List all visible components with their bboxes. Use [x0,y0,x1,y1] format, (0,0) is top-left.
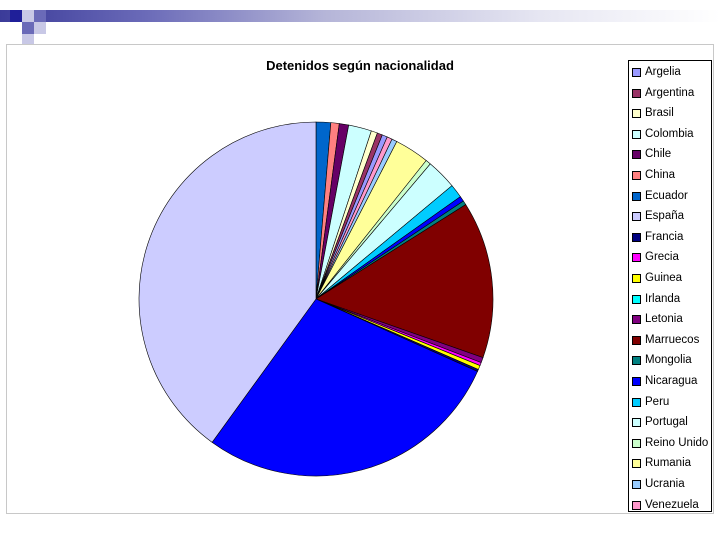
legend-label: Argentina [645,86,695,99]
slide-header-gradient-bar [0,10,720,22]
legend-item-marruecos: Marruecos [632,333,714,349]
legend-swatch [632,500,641,510]
legend-swatch [632,315,641,325]
legend-item-peru: Peru [632,395,714,411]
legend-item-ucrania: Ucrania [632,477,714,493]
pie-slice-españa [138,121,317,443]
legend-item-nicaragua: Nicaragua [632,374,714,390]
legend-label: Colombia [645,127,694,140]
legend-label: Grecia [645,251,679,264]
legend-label: China [645,169,676,181]
legend-item-grecia: Grecia [632,250,714,266]
legend-swatch [632,150,641,160]
legend-label: Portugal [645,416,688,429]
legend-item-irlanda: Irlanda [632,292,714,308]
legend-item-reino-unido: Reino Unido [632,436,714,452]
legend-swatch [632,253,641,263]
legend-item-argentina: Argentina [632,86,714,102]
legend-label: Peru [645,395,670,408]
legend-swatch [632,438,641,448]
legend-item-argelia: Argelia [632,65,714,81]
legend-swatch [632,232,641,242]
chart-title: Detenidos según nacionalidad [266,58,454,73]
slide-deco-square-6 [34,22,46,34]
legend-label: Argelia [645,66,681,78]
slide-deco-square-3 [34,10,46,22]
legend-swatch [632,68,641,77]
legend-swatch [632,274,641,283]
legend-item-china: China [632,168,714,184]
legend-swatch [632,171,641,180]
slide-deco-square-1 [10,10,22,22]
legend-label: Rumania [645,457,692,470]
slide-deco-square-2 [22,10,34,22]
legend-swatch [632,356,641,366]
legend-label: Ecuador [645,189,688,202]
legend-swatch [632,459,641,469]
legend-item-portugal: Portugal [632,415,714,431]
legend-swatch [632,88,641,98]
legend-swatch [632,109,641,119]
legend-item-guinea: Guinea [632,271,714,287]
legend-swatch [632,397,641,407]
legend-item-colombia: Colombia [632,127,714,143]
legend-item-chile: Chile [632,147,714,163]
pie-slice-nicaragua [211,298,478,477]
legend-label: España [645,210,685,223]
slide-deco-square-5 [22,34,34,46]
legend-label: Venezuela [645,498,699,511]
legend-label: Guinea [645,272,683,284]
legend-label: Francia [645,230,684,243]
legend-item-españa: España [632,209,714,225]
pie-slice-marruecos [315,204,494,359]
legend-label: Letonia [645,313,683,326]
chart-legend: Argelia Argentina Brasil Colombia Chile China… [628,60,712,512]
legend-item-francia: Francia [632,230,714,246]
legend-swatch [632,129,641,139]
legend-swatch [632,418,641,428]
legend-label: Chile [645,148,672,161]
legend-swatch [632,212,641,222]
legend-item-ecuador: Ecuador [632,189,714,205]
legend-label: Marruecos [645,333,700,346]
legend-swatch [632,480,641,489]
legend-item-rumania: Rumania [632,456,714,472]
legend-item-letonia: Letonia [632,312,714,328]
legend-swatch [632,335,641,345]
legend-label: Reino Unido [645,436,709,449]
legend-label: Nicaragua [645,375,698,387]
legend-label: Brasil [645,107,674,120]
legend-swatch [632,294,641,304]
legend-item-brasil: Brasil [632,106,714,122]
legend-item-venezuela: Venezuela [632,498,714,514]
legend-label: Ucrania [645,478,685,490]
legend-label: Mongolia [645,354,692,367]
legend-item-mongolia: Mongolia [632,353,714,369]
slide-deco-square-4 [22,22,34,34]
legend-label: Irlanda [645,292,681,305]
legend-swatch [632,191,641,201]
legend-swatch [632,377,641,386]
